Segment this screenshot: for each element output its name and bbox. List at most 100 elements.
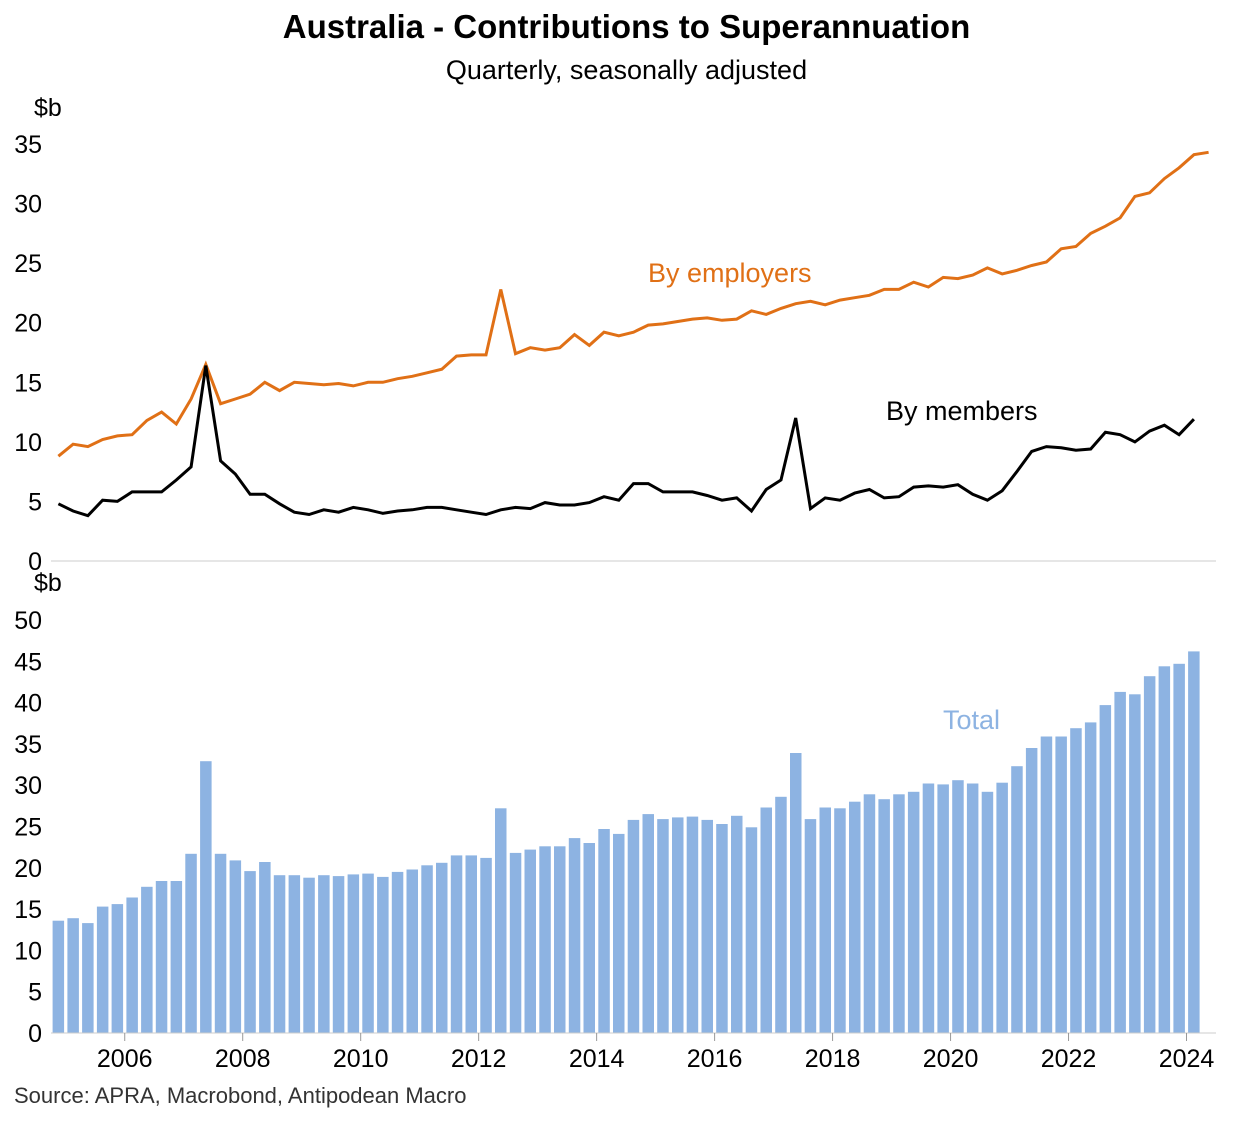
- bar-total: [273, 875, 286, 1033]
- bottom-y-tick-label: 25: [14, 814, 42, 842]
- x-tick-label: 2022: [1041, 1045, 1097, 1073]
- bar-total: [288, 875, 301, 1033]
- bar-total: [642, 814, 654, 1033]
- x-tick-label: 2012: [451, 1045, 507, 1073]
- bar-total: [686, 816, 699, 1033]
- bar-total: [1173, 663, 1185, 1033]
- bar-total: [480, 857, 492, 1033]
- bottom-y-tick-label: 40: [14, 690, 42, 718]
- bar-total: [1055, 736, 1067, 1033]
- bar-total: [406, 869, 418, 1033]
- top-y-axis: 0 5 10 15 20 25 30 35: [14, 131, 42, 576]
- bar-total: [495, 808, 507, 1033]
- series-line-by-members: [57, 365, 1195, 518]
- bar-total: [583, 843, 595, 1033]
- bar-total: [347, 874, 360, 1033]
- top-series-lines: [57, 150, 1209, 518]
- bar-total: [111, 904, 124, 1033]
- top-y-tick-label: 25: [14, 250, 42, 278]
- bar-total: [716, 824, 728, 1033]
- bar-total: [819, 807, 831, 1033]
- bar-total: [67, 918, 79, 1033]
- bar-total: [244, 871, 256, 1033]
- bar-total: [745, 827, 758, 1033]
- bar-total: [613, 833, 625, 1033]
- bar-total: [170, 881, 183, 1033]
- bar-total: [1011, 766, 1023, 1033]
- bar-total: [229, 860, 242, 1033]
- bar-total: [82, 923, 94, 1033]
- bar-total: [436, 862, 448, 1033]
- bar-total: [509, 852, 522, 1033]
- bar-total: [922, 783, 935, 1033]
- chart-title: Australia - Contributions to Superannuat…: [282, 8, 971, 45]
- x-tick-label: 2018: [805, 1045, 861, 1073]
- bar-total: [627, 819, 640, 1033]
- top-y-tick-label: 30: [14, 191, 42, 219]
- bar-total: [185, 853, 197, 1033]
- bar-total: [1070, 728, 1082, 1033]
- total-bars: [52, 651, 1200, 1033]
- top-y-tick-label: 10: [14, 429, 42, 457]
- bar-total: [1158, 666, 1171, 1033]
- bar-total: [996, 782, 1008, 1033]
- bar-total: [598, 829, 610, 1033]
- bar-total: [524, 849, 536, 1033]
- bottom-y-tick-label: 5: [28, 979, 42, 1007]
- x-tick-label: 2014: [569, 1045, 625, 1073]
- x-tick-label: 2006: [97, 1045, 153, 1073]
- bar-total: [155, 881, 168, 1033]
- bar-total: [318, 875, 330, 1033]
- bar-total: [200, 761, 212, 1033]
- top-y-tick-label: 5: [28, 488, 42, 516]
- bar-total: [804, 819, 817, 1033]
- bar-total: [760, 807, 772, 1033]
- bottom-unit-label: $b: [34, 569, 62, 597]
- bar-total: [1025, 748, 1038, 1033]
- bar-total: [52, 920, 65, 1033]
- x-tick-label: 2010: [333, 1045, 389, 1073]
- bar-total: [907, 791, 920, 1033]
- x-tick-label: 2008: [215, 1045, 271, 1073]
- bar-total: [96, 906, 109, 1033]
- top-y-tick-label: 20: [14, 310, 42, 338]
- bar-total: [126, 897, 138, 1033]
- bar-total: [1099, 705, 1112, 1033]
- bar-total: [966, 783, 979, 1033]
- bar-total: [141, 886, 153, 1033]
- bottom-y-axis: 0 5 10 15 20 25 30 35 40 45 50: [14, 607, 42, 1048]
- series-line-by-employers: [57, 150, 1209, 458]
- bar-total: [1114, 691, 1126, 1033]
- bar-total: [834, 808, 846, 1033]
- bar-total: [863, 794, 876, 1033]
- top-unit-label: $b: [34, 94, 62, 122]
- bar-total: [377, 876, 389, 1033]
- bar-total: [937, 784, 949, 1033]
- bar-total: [554, 846, 566, 1033]
- bar-total: [1188, 651, 1200, 1033]
- x-tick-label: 2020: [923, 1045, 979, 1073]
- bar-total: [214, 853, 227, 1033]
- bar-total: [893, 794, 905, 1033]
- bar-total: [465, 855, 477, 1033]
- bar-total: [657, 819, 669, 1033]
- top-y-tick-label: 0: [28, 548, 42, 576]
- source-note: Source: APRA, Macrobond, Antipodean Macr…: [14, 1083, 467, 1108]
- annotation-total: Total: [943, 705, 1000, 735]
- top-line-panel: $b 0 5 10 15 20 25 30 35 By employers By member…: [14, 94, 1216, 576]
- bar-total: [731, 815, 743, 1033]
- bar-total: [775, 796, 787, 1033]
- bar-total: [981, 791, 994, 1033]
- bar-total: [952, 780, 964, 1033]
- bottom-y-tick-label: 20: [14, 855, 42, 883]
- bar-total: [421, 865, 433, 1033]
- bar-total: [362, 873, 374, 1033]
- x-axis-ticks: 2006 2008 2010 2012 2014 2016 2018 2020 2022 2024: [97, 1033, 1214, 1073]
- bar-total: [303, 877, 315, 1033]
- bar-total: [1084, 722, 1097, 1033]
- bar-total: [259, 862, 271, 1033]
- bar-total: [1143, 676, 1156, 1033]
- annotation-by-employers: By employers: [648, 258, 812, 288]
- bar-total: [790, 753, 802, 1033]
